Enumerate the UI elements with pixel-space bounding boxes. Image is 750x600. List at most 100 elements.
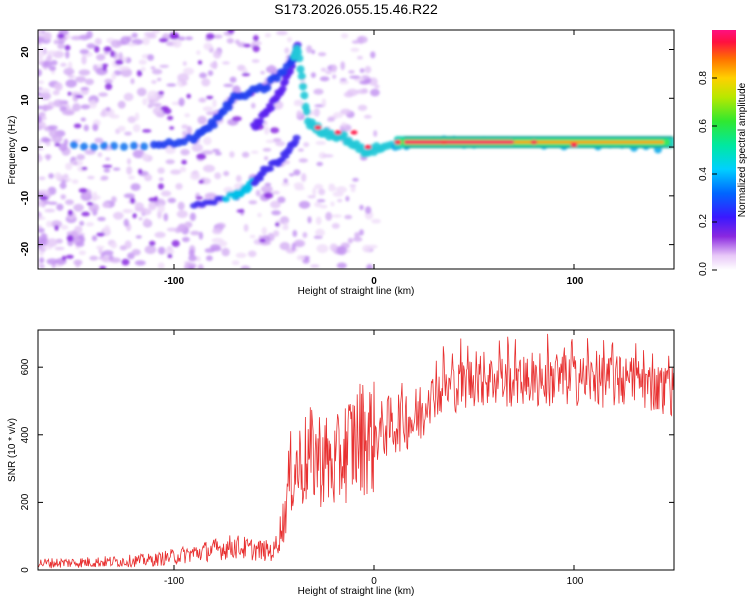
spectrogram-track-cell (267, 105, 276, 112)
spectrogram-noise-cell (348, 70, 355, 74)
spectrogram-noise-cell (243, 43, 252, 48)
spectrogram-noise-cell (264, 182, 272, 187)
spectrogram-noise-cell (136, 70, 143, 77)
spectrogram-noise-cell (110, 50, 115, 58)
spectrogram-noise-cell (73, 259, 83, 266)
carrier-band-core (404, 140, 514, 145)
spectrogram-noise-cell (130, 197, 136, 204)
spectrogram-noise-cell (128, 175, 136, 180)
spectrogram-noise-cell (205, 33, 215, 40)
spectrogram-track-cell (296, 65, 305, 74)
spectrogram-noise-cell (60, 224, 69, 230)
spectrogram-noise-cell (39, 61, 44, 65)
spectrogram-noise-cell (105, 107, 111, 112)
spectrogram-noise-cell (70, 35, 83, 41)
spec-yaxis-label: Frequency (Hz) (7, 116, 18, 185)
spectrogram-noise-cell (120, 68, 132, 77)
spectrogram-noise-cell (92, 191, 98, 199)
spectrogram-noise-cell (48, 65, 57, 71)
snr-ytick-label: 0 (20, 567, 31, 573)
spectrogram-noise-cell (99, 265, 107, 269)
spectrogram-noise-cell (39, 264, 45, 269)
spectrogram-noise-cell (40, 88, 51, 94)
spectrogram-noise-cell (48, 173, 54, 179)
spectrogram-noise-cell (218, 240, 228, 247)
spec-xtick-label: -100 (164, 276, 184, 287)
spectrogram-noise-cell (65, 199, 74, 205)
spectrogram-noise-cell (87, 175, 95, 180)
spectrogram-noise-cell (148, 201, 157, 211)
spectrogram-noise-cell (359, 204, 364, 211)
spectrogram-noise-cell (318, 188, 326, 196)
spectrogram-noise-cell (263, 192, 274, 199)
spectrogram-noise-cell (105, 83, 113, 90)
spectrogram-hotspot (570, 142, 578, 147)
spectrogram-noise-cell (349, 75, 361, 79)
spectrogram-noise-cell (38, 115, 42, 124)
spectrogram-noise-cell (71, 179, 79, 184)
spectrogram-noise-cell (294, 186, 305, 191)
spectrogram-noise-cell (214, 151, 222, 156)
spectrogram-noise-cell (60, 62, 67, 67)
spectrogram-noise-cell (102, 65, 107, 71)
spectrogram-noise-cell (196, 256, 201, 262)
spectrogram-noise-cell (301, 173, 307, 182)
spectrogram-noise-cell (73, 161, 78, 165)
spectrogram-noise-cell (175, 183, 183, 190)
spectrogram-noise-cell (257, 212, 262, 218)
spectrogram-noise-cell (127, 43, 137, 47)
spectrogram-noise-cell (164, 247, 175, 255)
spectrogram-noise-cell (180, 149, 190, 156)
spectrogram-noise-cell (318, 52, 327, 57)
spectrogram-noise-cell (150, 66, 156, 70)
spectrogram-noise-cell (268, 64, 275, 71)
spectrogram-noise-cell (216, 222, 226, 229)
spectrogram-noise-cell (293, 101, 304, 107)
spectrogram-noise-cell (328, 185, 337, 192)
spectrogram-noise-cell (67, 75, 76, 79)
spectrogram-noise-cell (38, 154, 43, 163)
spectrogram-noise-cell (102, 164, 113, 168)
spectrogram-noise-cell (370, 88, 380, 97)
spectrogram-track-cell (263, 83, 272, 92)
spectrogram-noise-cell (123, 208, 131, 213)
spectrogram-noise-cell (212, 148, 220, 153)
snr-xtick-label: -100 (164, 576, 184, 587)
spectrogram-noise-cell (190, 230, 200, 236)
spectrogram-noise-cell (63, 67, 75, 76)
spectrogram-noise-cell (94, 38, 102, 45)
spectrogram-noise-cell (104, 78, 113, 84)
spectrogram-noise-cell (86, 43, 96, 49)
spectrogram-noise-cell (169, 32, 179, 39)
spectrogram-noise-cell (327, 118, 335, 122)
spectrogram-noise-cell (163, 213, 169, 222)
spectrogram-noise-cell (315, 141, 327, 145)
spectrogram-noise-cell (86, 30, 93, 39)
spectrogram-noise-cell (260, 71, 265, 75)
spectrogram-noise-cell (206, 111, 216, 116)
spectrogram-noise-cell (124, 131, 132, 136)
spectrogram-noise-cell (190, 173, 201, 181)
spectrogram-noise-cell (105, 157, 111, 161)
spectrogram-noise-cell (359, 229, 364, 236)
spectrogram-ticks (38, 30, 674, 269)
spectrogram-noise-cell (172, 39, 182, 48)
colorbar-label: Normalized spectral amplitude (737, 82, 748, 217)
spectrogram-noise-cell (331, 223, 340, 229)
spectrogram-noise-cell (304, 256, 310, 261)
spectrogram-noise-cell (131, 32, 138, 38)
spectrogram-noise-cell (42, 105, 53, 111)
spectrogram-noise-cell (73, 123, 82, 129)
spectrogram-noise-cell (284, 47, 290, 54)
spectrogram-noise-cell (170, 169, 182, 175)
spectrogram-noise-cell (81, 55, 87, 65)
spectrogram-noise-cell (157, 167, 165, 174)
spectrogram-noise-cell (96, 232, 105, 237)
spectrogram-noise-cell (319, 204, 328, 209)
spectrogram-noise-cell (337, 199, 343, 203)
spectrogram-hotspot (530, 139, 538, 145)
spectrogram-noise-cell (78, 188, 88, 193)
spectrogram-noise-cell (97, 216, 106, 222)
spectrogram-noise-cell (141, 152, 149, 161)
spectrogram-track-cell (292, 134, 301, 141)
